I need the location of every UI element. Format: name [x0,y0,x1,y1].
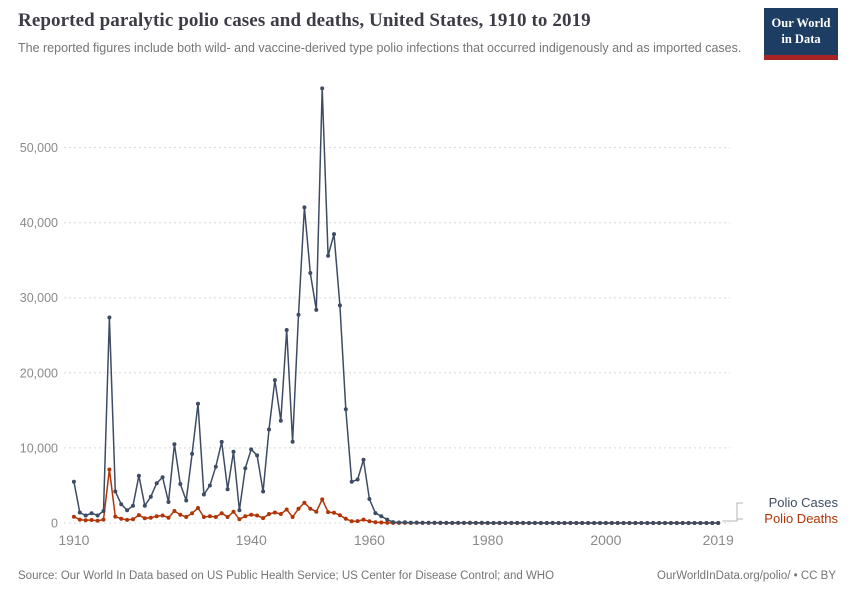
svg-text:1980: 1980 [472,532,503,548]
svg-text:1910: 1910 [58,532,89,548]
svg-text:20,000: 20,000 [20,366,58,380]
chart-footer: Source: Our World In Data based on US Pu… [0,566,850,600]
legend-polio-deaths[interactable]: Polio Deaths [764,511,838,526]
legend-polio-cases[interactable]: Polio Cases [768,495,838,510]
svg-text:10,000: 10,000 [20,441,58,455]
svg-text:50,000: 50,000 [20,141,58,155]
svg-text:30,000: 30,000 [20,291,58,305]
owid-logo[interactable]: Our World in Data [764,8,838,60]
svg-text:40,000: 40,000 [20,216,58,230]
owid-logo-line1: Our World [771,16,831,30]
svg-text:2019: 2019 [703,532,734,548]
chart-subtitle: The reported figures include both wild- … [18,41,742,55]
owid-logo-line2: in Data [781,32,821,47]
svg-text:0: 0 [51,517,58,531]
polio-line-chart: 0 10,000 20,000 30,000 40,000 50,000 1910 1940 1… [20,86,743,548]
svg-text:1940: 1940 [236,532,267,548]
chart-legend: Polio Cases Polio Deaths [764,495,838,527]
svg-text:1960: 1960 [354,532,385,548]
svg-text:2000: 2000 [590,532,621,548]
chart-title: Reported paralytic polio cases and death… [18,10,591,31]
footer-link[interactable]: OurWorldInData.org/polio/ • CC BY [657,570,836,582]
source-note: Source: Our World In Data based on US Pu… [18,570,555,582]
